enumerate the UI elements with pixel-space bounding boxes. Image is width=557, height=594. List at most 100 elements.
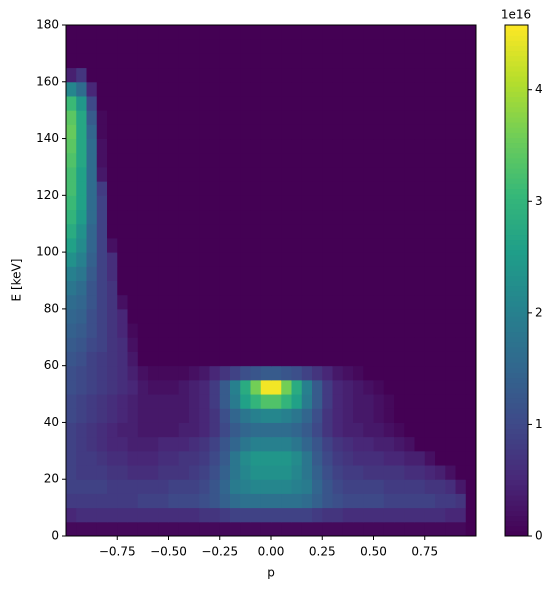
heat-cell — [209, 280, 221, 296]
heat-cell — [86, 408, 98, 423]
heat-cell — [312, 280, 323, 296]
heat-cell — [127, 394, 139, 409]
heat-cell — [332, 337, 344, 352]
heat-cell — [281, 507, 292, 523]
heat-cell — [96, 124, 108, 140]
heat-cell — [383, 294, 395, 310]
heat-cell — [260, 379, 272, 395]
heat-cell — [312, 507, 323, 523]
heat-cell — [414, 379, 426, 395]
heat-cell — [363, 266, 374, 281]
heat-cell — [148, 351, 159, 367]
heat-cell — [353, 237, 364, 253]
heat-cell — [465, 237, 477, 253]
heat-cell — [107, 152, 118, 168]
heat-cell — [127, 450, 139, 466]
heat-cell — [394, 181, 405, 196]
heat-cell — [342, 209, 354, 225]
heat-cell — [373, 138, 385, 154]
heat-cell — [168, 266, 180, 281]
heat-cell — [281, 252, 292, 267]
heat-cell — [435, 138, 446, 154]
heat-cell — [137, 237, 149, 253]
heat-cell — [301, 507, 313, 523]
heat-cell — [127, 110, 139, 125]
heat-cell — [158, 479, 169, 494]
colorbar-segment — [505, 433, 528, 440]
heat-cell — [189, 493, 200, 509]
heat-cell — [240, 408, 251, 423]
heat-cell — [414, 95, 426, 111]
heat-cell — [86, 493, 98, 509]
heat-cell — [332, 365, 344, 381]
heat-cell — [455, 138, 467, 154]
heat-cell — [383, 209, 395, 225]
heat-cell — [260, 138, 272, 154]
heat-cell — [353, 450, 364, 466]
heat-cell — [291, 166, 303, 182]
heat-cell — [383, 365, 395, 381]
heat-cell — [404, 81, 415, 97]
heat-cell — [240, 465, 251, 480]
heat-cell — [383, 195, 395, 211]
heat-cell — [455, 67, 467, 83]
heat-cell — [322, 209, 333, 225]
heat-cell — [86, 450, 98, 466]
heat-cell — [240, 450, 251, 466]
heat-cell — [127, 181, 139, 196]
colorbar-segment — [505, 321, 528, 327]
heat-cell — [322, 152, 333, 168]
heat-cell — [301, 209, 313, 225]
heat-cell — [363, 223, 374, 239]
heat-cell — [271, 294, 282, 310]
colorbar-segment — [505, 495, 528, 501]
heat-cell — [394, 237, 405, 253]
heat-cell — [219, 294, 231, 310]
heat-cell — [137, 280, 149, 296]
heat-cell — [137, 493, 149, 509]
heat-cell — [363, 280, 374, 296]
heat-cell — [322, 351, 333, 367]
heat-cell — [445, 39, 456, 54]
heat-cell — [137, 266, 149, 281]
heat-cell — [353, 436, 364, 452]
heat-cell — [230, 521, 241, 537]
heat-cell — [414, 408, 426, 423]
heat-cell — [435, 39, 446, 54]
heat-cell — [373, 408, 385, 423]
heat-cell — [107, 507, 118, 523]
heat-cell — [332, 422, 344, 438]
heat-cell — [353, 39, 364, 54]
heat-cell — [107, 166, 118, 182]
heat-cell — [230, 223, 241, 239]
heat-cell — [219, 25, 231, 40]
heat-cell — [168, 493, 180, 509]
y-tick-label: 80 — [44, 301, 59, 315]
heat-cell — [158, 308, 169, 324]
heat-cell — [281, 152, 292, 168]
heat-cell — [66, 351, 77, 367]
heat-cell — [271, 308, 282, 324]
heat-cell — [230, 266, 241, 281]
heat-cell — [465, 323, 477, 338]
heat-cell — [342, 223, 354, 239]
heat-cell — [86, 308, 98, 324]
heat-cell — [445, 110, 456, 125]
heat-cell — [260, 110, 272, 125]
heat-cell — [332, 507, 344, 523]
heat-cell — [117, 209, 128, 225]
heat-cell — [465, 365, 477, 381]
heat-cell — [435, 166, 446, 182]
colorbar-segment — [505, 224, 528, 230]
heat-cell — [137, 337, 149, 352]
heat-cell — [260, 252, 272, 267]
heat-cell — [148, 521, 159, 537]
heat-cell — [209, 252, 221, 267]
heat-cell — [148, 252, 159, 267]
heat-cell — [394, 166, 405, 182]
heat-cell — [209, 294, 221, 310]
heat-cell — [404, 181, 415, 196]
heat-cell — [127, 252, 139, 267]
heat-cell — [363, 436, 374, 452]
heat-cell — [127, 138, 139, 154]
